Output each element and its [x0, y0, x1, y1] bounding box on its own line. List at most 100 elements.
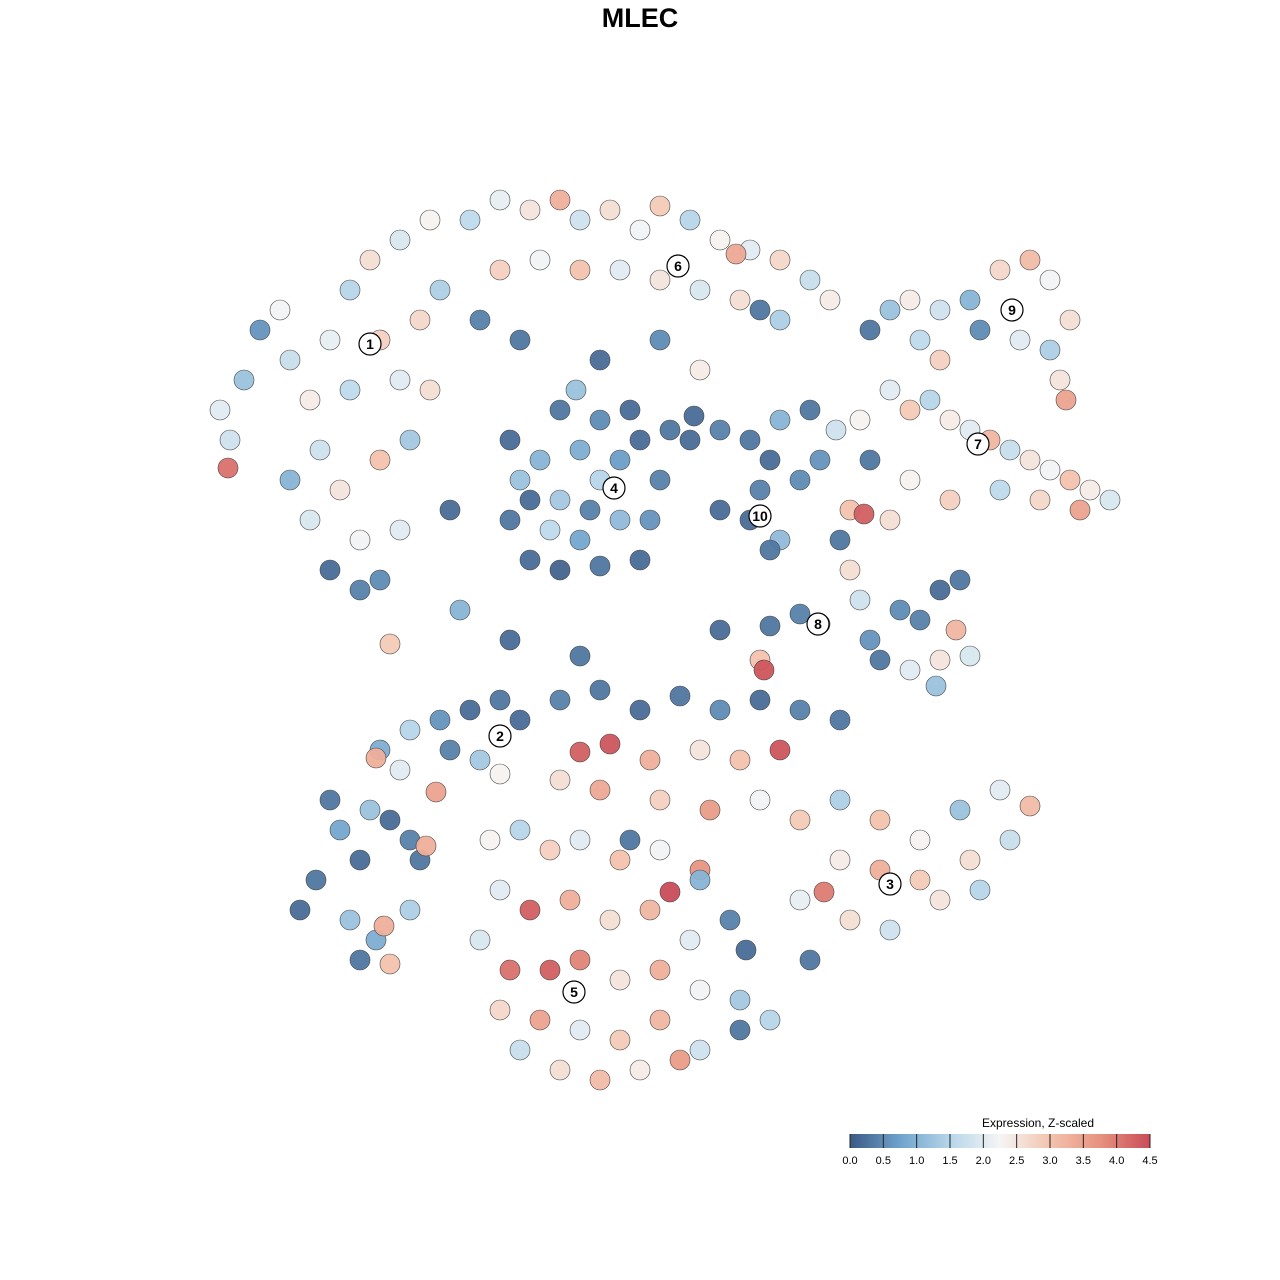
point [629, 1059, 651, 1081]
point [509, 709, 531, 731]
point [709, 419, 731, 441]
point [945, 619, 967, 641]
point [639, 749, 661, 771]
point [489, 763, 511, 785]
point [929, 299, 951, 321]
point [569, 439, 591, 461]
point [649, 1009, 671, 1031]
point [339, 909, 361, 931]
point [599, 733, 621, 755]
point [549, 689, 571, 711]
point [609, 509, 631, 531]
point [439, 739, 461, 761]
point [869, 649, 891, 671]
colorbar-tick-label: 3.5 [1076, 1155, 1091, 1167]
point [753, 659, 775, 681]
point [589, 409, 611, 431]
point [639, 899, 661, 921]
point [959, 645, 981, 667]
point [1059, 469, 1081, 491]
point [879, 919, 901, 941]
point [389, 759, 411, 781]
point [799, 399, 821, 421]
cluster-badge [878, 872, 902, 896]
point [379, 633, 401, 655]
cluster-badge [1000, 298, 1024, 322]
point [415, 835, 437, 857]
point [649, 839, 671, 861]
point [659, 881, 681, 903]
point [839, 559, 861, 581]
point [719, 909, 741, 931]
point [649, 469, 671, 491]
point [689, 1039, 711, 1061]
point [489, 999, 511, 1021]
point [619, 829, 641, 851]
point [649, 195, 671, 217]
point [1039, 269, 1061, 291]
colorbar: Expression, Z-scaled 0.0 0.5 1.0 1.5 2.0 2.5 3… [842, 1116, 1157, 1167]
point [309, 439, 331, 461]
point [1059, 309, 1081, 331]
point [939, 489, 961, 511]
point [759, 449, 781, 471]
point [609, 849, 631, 871]
point [569, 741, 591, 763]
point [469, 929, 491, 951]
point [549, 559, 571, 581]
point [899, 399, 921, 421]
point [769, 249, 791, 271]
point [519, 549, 541, 571]
point [609, 259, 631, 281]
point [729, 989, 751, 1011]
point [789, 469, 811, 491]
point [489, 689, 511, 711]
point [769, 409, 791, 431]
point [679, 429, 701, 451]
cluster-label: 9 [1008, 302, 1016, 318]
point [539, 959, 561, 981]
point [999, 439, 1021, 461]
point [565, 379, 587, 401]
point [829, 849, 851, 871]
point [869, 809, 891, 831]
cluster-badge [358, 332, 382, 356]
point [729, 289, 751, 311]
point [1039, 339, 1061, 361]
point [359, 799, 381, 821]
point [813, 881, 835, 903]
point [759, 615, 781, 637]
point [879, 509, 901, 531]
point [899, 659, 921, 681]
point [579, 499, 601, 521]
point [1099, 489, 1121, 511]
point [709, 699, 731, 721]
point [569, 529, 591, 551]
point [619, 399, 641, 421]
point [419, 209, 441, 231]
point [349, 579, 371, 601]
point [989, 259, 1011, 281]
point [639, 509, 661, 531]
cluster-label: 6 [674, 258, 682, 274]
colorbar-tick-label: 2.0 [976, 1155, 991, 1167]
point [799, 949, 821, 971]
cluster-badge [666, 254, 690, 278]
point [589, 349, 611, 371]
colorbar-tick-label: 3.0 [1042, 1155, 1057, 1167]
point [569, 645, 591, 667]
point [689, 279, 711, 301]
point [499, 429, 521, 451]
point [459, 209, 481, 231]
point [233, 369, 255, 391]
point [959, 849, 981, 871]
point [999, 829, 1021, 851]
point [899, 289, 921, 311]
point [989, 779, 1011, 801]
point [439, 499, 461, 521]
point [219, 429, 241, 451]
point [459, 699, 481, 721]
colorbar-tick-label: 1.5 [942, 1155, 957, 1167]
point [879, 379, 901, 401]
point [839, 909, 861, 931]
